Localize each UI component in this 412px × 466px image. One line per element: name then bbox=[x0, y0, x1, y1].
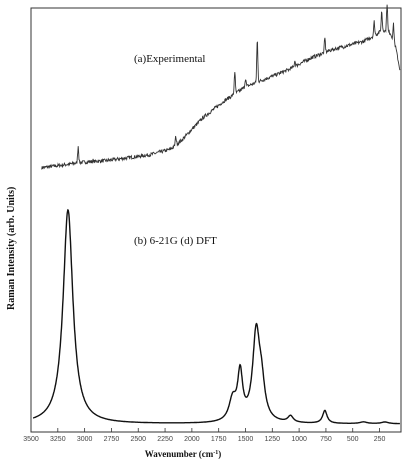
x-axis-label: Wavenumber (cm-1) bbox=[145, 449, 222, 459]
x-tick-label: 2250 bbox=[157, 436, 173, 443]
x-axis-ticks: 3500 3250 3000 2750 2500 2250 2000 1750 1500 1250… bbox=[23, 428, 385, 443]
x-axis-label-tail: ) bbox=[218, 449, 221, 459]
x-tick-label: 1250 bbox=[265, 436, 281, 443]
x-tick-label: 1500 bbox=[238, 436, 254, 443]
series-label-experimental: (a)Experimental bbox=[134, 53, 205, 65]
x-tick-label: 1000 bbox=[291, 436, 307, 443]
x-tick-label: 2000 bbox=[184, 436, 200, 443]
y-axis-label: Raman Intensity (arb. Units) bbox=[6, 187, 17, 310]
x-tick-label: 1750 bbox=[211, 436, 227, 443]
x-tick-label: 2500 bbox=[130, 436, 146, 443]
x-axis-label-main: Wavenumber (cm bbox=[145, 449, 214, 459]
series-label-dft: (b) 6-21G (d) DFT bbox=[134, 235, 217, 247]
x-axis-label-sup: -1 bbox=[213, 450, 218, 456]
x-tick-label: 3000 bbox=[77, 436, 93, 443]
series-line-dft bbox=[32, 208, 400, 425]
series-line-experimental bbox=[41, 4, 401, 170]
x-tick-label: 3500 bbox=[23, 436, 39, 443]
x-tick-label: 750 bbox=[320, 436, 332, 443]
x-tick-label: 500 bbox=[347, 436, 359, 443]
plot-frame bbox=[30, 7, 402, 433]
x-tick-label: 250 bbox=[374, 436, 386, 443]
x-tick-label: 2750 bbox=[104, 436, 120, 443]
x-tick-label: 3250 bbox=[50, 436, 66, 443]
